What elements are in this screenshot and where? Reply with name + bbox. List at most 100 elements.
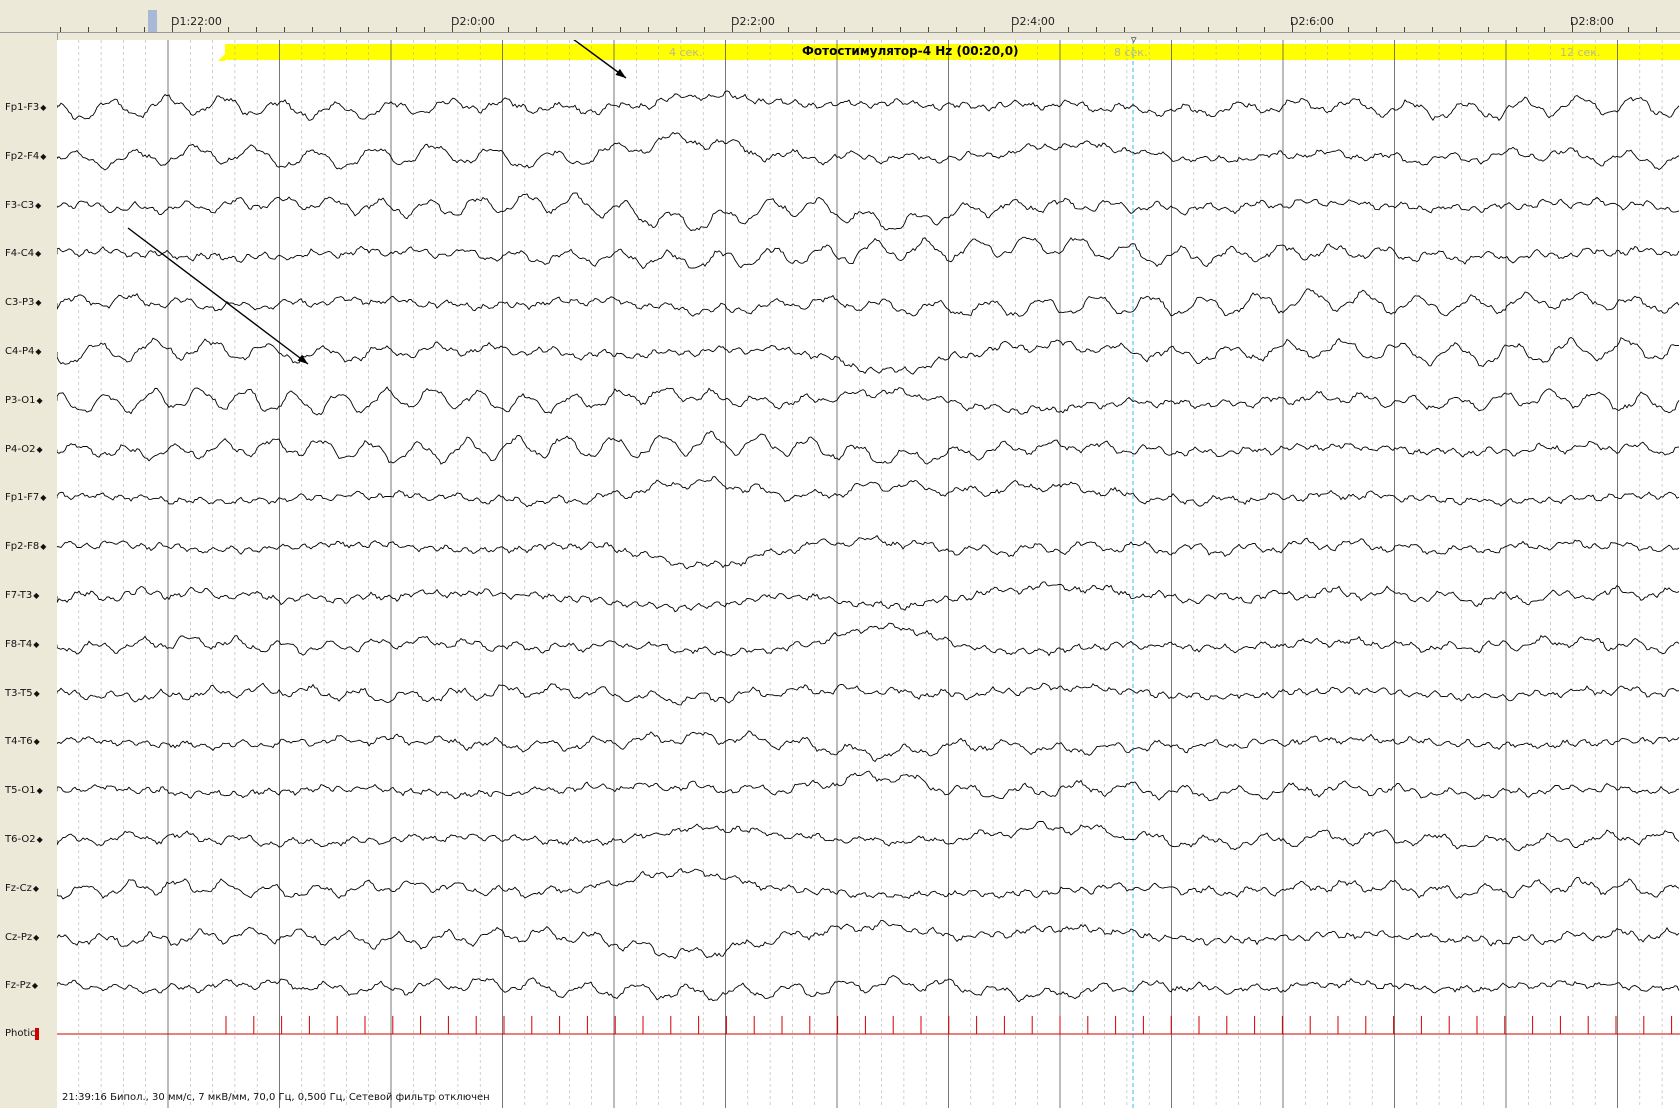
channel-label[interactable]: Cz-Pz◆ bbox=[5, 932, 39, 943]
channel-label[interactable]: Fz-Cz◆ bbox=[5, 883, 39, 894]
ruler-tick-mark bbox=[60, 27, 61, 32]
channel-label[interactable]: T4-T6◆ bbox=[5, 736, 40, 747]
time-ruler[interactable]: D1:22:00 D2:0:00 D2:2:00 D2:4:00 D2:6:00 D2:8… bbox=[0, 10, 1680, 33]
ruler-tick-mark bbox=[1292, 22, 1293, 32]
ruler-tick-mark bbox=[1040, 27, 1041, 32]
ruler-tick-mark bbox=[732, 22, 733, 32]
ruler-tick-mark bbox=[1572, 22, 1573, 32]
ruler-tick-mark bbox=[312, 27, 313, 32]
channel-label[interactable]: C3-P3◆ bbox=[5, 297, 42, 308]
annotation-arrow-left-head bbox=[297, 354, 308, 364]
eeg-trace-Fp2-F8 bbox=[57, 534, 1680, 570]
photic-channel-label[interactable]: Photic bbox=[5, 1028, 36, 1039]
ruler-tick-mark bbox=[1432, 27, 1433, 32]
channel-name: F4-C4 bbox=[5, 248, 35, 260]
channel-marker-icon: ◆ bbox=[35, 298, 42, 308]
ruler-tick-label: D1:22:00 bbox=[171, 15, 222, 28]
eeg-trace-F3-C3 bbox=[57, 192, 1680, 232]
seconds-mark-8: 8 сек. bbox=[1114, 46, 1148, 59]
channel-name: Fz-Cz bbox=[5, 882, 32, 894]
channel-label[interactable]: F7-T3◆ bbox=[5, 590, 39, 601]
annotation-arrow-top-head bbox=[615, 68, 626, 78]
channel-marker-icon: ◆ bbox=[33, 737, 40, 747]
channel-marker-icon: ◆ bbox=[33, 591, 40, 600]
eeg-trace-F7-T3 bbox=[57, 581, 1680, 613]
channel-name: C3-P3 bbox=[5, 297, 35, 309]
channel-name: T3-T5 bbox=[5, 687, 33, 699]
ruler-tick-mark bbox=[1404, 27, 1405, 32]
channel-marker-icon: ◆ bbox=[40, 151, 47, 161]
photostimulation-band bbox=[225, 44, 1680, 60]
eeg-trace-Fp1-F7 bbox=[57, 476, 1680, 508]
ruler-tick-mark bbox=[396, 27, 397, 32]
channel-label[interactable]: P3-O1◆ bbox=[5, 395, 43, 406]
ruler-tick-mark bbox=[648, 27, 649, 32]
channel-name: C4-P4 bbox=[5, 346, 35, 357]
channel-marker-icon: ◆ bbox=[35, 249, 42, 259]
channel-label[interactable]: Fp2-F4◆ bbox=[5, 151, 46, 162]
eeg-trace-F4-C4 bbox=[57, 236, 1680, 270]
ruler-tick-mark bbox=[1348, 27, 1349, 32]
eeg-trace-area[interactable] bbox=[57, 40, 1680, 1108]
channel-marker-icon: ◆ bbox=[40, 542, 47, 552]
photostimulation-label: Фотостимулятор-4 Hz (00:20,0) bbox=[802, 44, 1019, 58]
ruler-tick-mark bbox=[1012, 22, 1013, 32]
channel-marker-icon: ◆ bbox=[40, 493, 47, 503]
ruler-tick-mark bbox=[844, 27, 845, 32]
ruler-tick-label: D2:0:00 bbox=[451, 15, 495, 28]
ruler-tick-mark bbox=[368, 27, 369, 32]
channel-label[interactable]: F8-T4◆ bbox=[5, 639, 39, 650]
channel-name: F3-C3 bbox=[5, 199, 35, 211]
channel-label[interactable]: Fp2-F8◆ bbox=[5, 541, 46, 552]
ruler-tick-mark bbox=[1236, 27, 1237, 32]
ruler-tick-mark bbox=[816, 27, 817, 32]
channel-label[interactable]: T6-O2◆ bbox=[5, 834, 43, 845]
ruler-tick-mark bbox=[760, 27, 761, 32]
eeg-trace-P4-O2 bbox=[57, 430, 1680, 465]
eeg-trace-Fz-Pz bbox=[57, 974, 1680, 1003]
ruler-tick-mark bbox=[1124, 27, 1125, 32]
time-cursor-handle-icon[interactable]: ▿ bbox=[1131, 33, 1137, 46]
channel-marker-icon: ◆ bbox=[35, 200, 42, 210]
channel-label[interactable]: Fz-Pz◆ bbox=[5, 980, 38, 991]
ruler-tick-mark bbox=[256, 27, 257, 32]
ruler-tick-mark bbox=[1376, 27, 1377, 32]
channel-label[interactable]: F4-C4◆ bbox=[5, 248, 41, 259]
ruler-tick-mark bbox=[1488, 27, 1489, 32]
seconds-mark-4: 4 сек. bbox=[669, 46, 703, 59]
ruler-tick-mark bbox=[452, 22, 453, 32]
channel-marker-icon: ◆ bbox=[32, 883, 39, 893]
channel-marker-icon: ◆ bbox=[36, 786, 43, 796]
channel-label[interactable]: F3-C3◆ bbox=[5, 200, 41, 211]
ruler-tick-label: D2:2:00 bbox=[731, 15, 775, 28]
eeg-trace-T6-O2 bbox=[57, 820, 1680, 852]
ruler-position-cursor[interactable] bbox=[148, 10, 157, 32]
annotation-arrow-left bbox=[127, 227, 309, 365]
channel-label[interactable]: Fp1-F3◆ bbox=[5, 102, 46, 113]
channel-label[interactable]: T5-O1◆ bbox=[5, 785, 43, 796]
channel-name: P4-O2 bbox=[5, 443, 36, 455]
eeg-trace-T4-T6 bbox=[57, 730, 1680, 763]
channel-label[interactable]: T3-T5◆ bbox=[5, 688, 40, 699]
ruler-tick-mark bbox=[872, 27, 873, 32]
channel-name: Fp2-F4 bbox=[5, 150, 40, 162]
channel-label[interactable]: P4-O2◆ bbox=[5, 444, 43, 455]
channel-label[interactable]: Fp1-F7◆ bbox=[5, 492, 46, 503]
channel-label[interactable]: C4-P4◆ bbox=[5, 346, 42, 357]
ruler-tick-label: D2:8:00 bbox=[1570, 15, 1614, 28]
channel-marker-icon: ◆ bbox=[36, 444, 43, 454]
ruler-tick-mark bbox=[1320, 27, 1321, 32]
ruler-tick-mark bbox=[1152, 27, 1153, 32]
eeg-traces-svg bbox=[57, 40, 1680, 1108]
eeg-trace-T5-O1 bbox=[57, 770, 1680, 802]
channel-name: P3-O1 bbox=[5, 394, 36, 406]
channel-name: T4-T6 bbox=[5, 736, 33, 748]
recording-status-line: 21:39:16 Бипол., 30 мм/с, 7 мкВ/мм, 70,0… bbox=[62, 1092, 490, 1103]
channel-name: Fp2-F8 bbox=[5, 541, 40, 553]
channel-name: T5-O1 bbox=[5, 785, 36, 797]
channel-marker-icon: ◆ bbox=[33, 932, 40, 942]
ruler-tick-mark bbox=[116, 27, 117, 32]
ruler-tick-mark bbox=[564, 27, 565, 32]
ruler-tick-mark bbox=[704, 27, 705, 32]
eeg-trace-Fz-Cz bbox=[57, 868, 1680, 900]
